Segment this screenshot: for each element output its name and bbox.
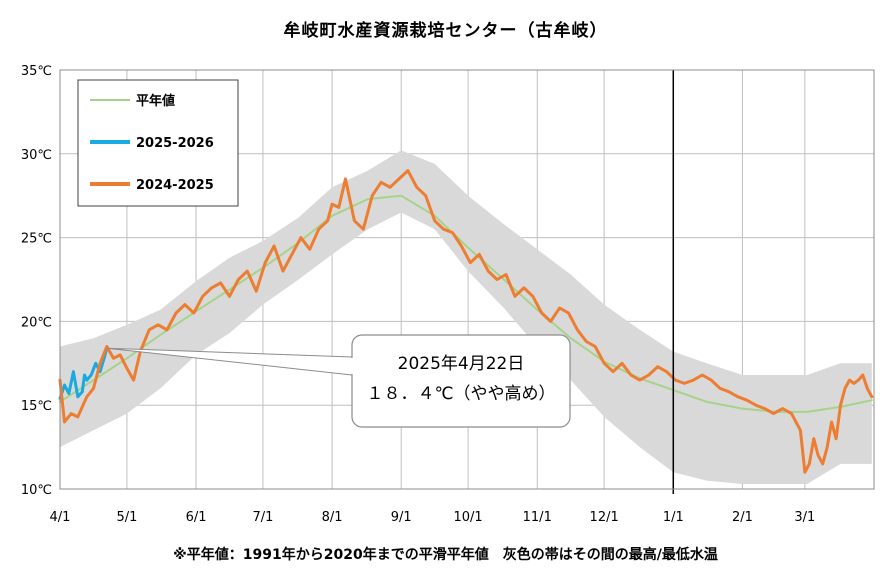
series-line-2 (58, 169, 874, 474)
plot-frame (59, 69, 875, 490)
legend-label: 2025-2026 (136, 136, 214, 151)
x-tick-label: 3/1 (794, 510, 815, 525)
footnote: ※平年値：1991年から2020年までの平滑平年値 灰色の帯はその間の最高/最低… (173, 547, 718, 563)
x-tick-label: 6/1 (186, 510, 207, 525)
callout: 2025年4月22日 １８．４℃（やや高め） (106, 334, 571, 428)
callout-box (351, 334, 571, 428)
x-tick-label: 2/1 (732, 510, 753, 525)
x-tick-label: 8/1 (322, 510, 343, 525)
y-tick-label: 35℃ (21, 64, 52, 79)
y-tick-label: 15℃ (21, 399, 52, 414)
axis-layer: 10℃ 15℃ 20℃ 25℃ 30℃ 35℃ 4/1 5/1 6/1 7/1 8/1 9/1 10/1… (21, 64, 875, 525)
x-tick-label: 5/1 (116, 510, 137, 525)
callout-gap (351, 358, 354, 374)
chart-title: 牟岐町水産資源栽培センター（古牟岐） (283, 21, 608, 41)
callout-date: 2025年4月22日 (398, 354, 525, 374)
legend: 平年値 2025-2026 2024-2025 (77, 79, 239, 207)
x-tick-label: 9/1 (391, 510, 412, 525)
band-layer (60, 150, 872, 484)
legend-label: 平年値 (136, 93, 175, 109)
min-max-band (60, 150, 872, 484)
y-tick-label: 25℃ (21, 232, 52, 247)
series-layer (58, 169, 874, 474)
x-tick-label: 7/1 (252, 510, 273, 525)
y-tick-label: 20℃ (21, 315, 52, 330)
callout-pointer (106, 347, 353, 376)
x-tick-label: 4/1 (50, 510, 71, 525)
series-line-1 (58, 346, 109, 400)
x-tick-label: 11/1 (523, 510, 552, 525)
y-tick-label: 10℃ (21, 483, 52, 498)
x-tick-label: 12/1 (590, 510, 619, 525)
x-tick-label: 1/1 (663, 510, 684, 525)
y-tick-label: 30℃ (21, 148, 52, 163)
callout-value: １８．４℃（やや高め） (366, 384, 555, 404)
x-tick-label: 10/1 (454, 510, 483, 525)
legend-label: 2024-2025 (136, 178, 214, 193)
